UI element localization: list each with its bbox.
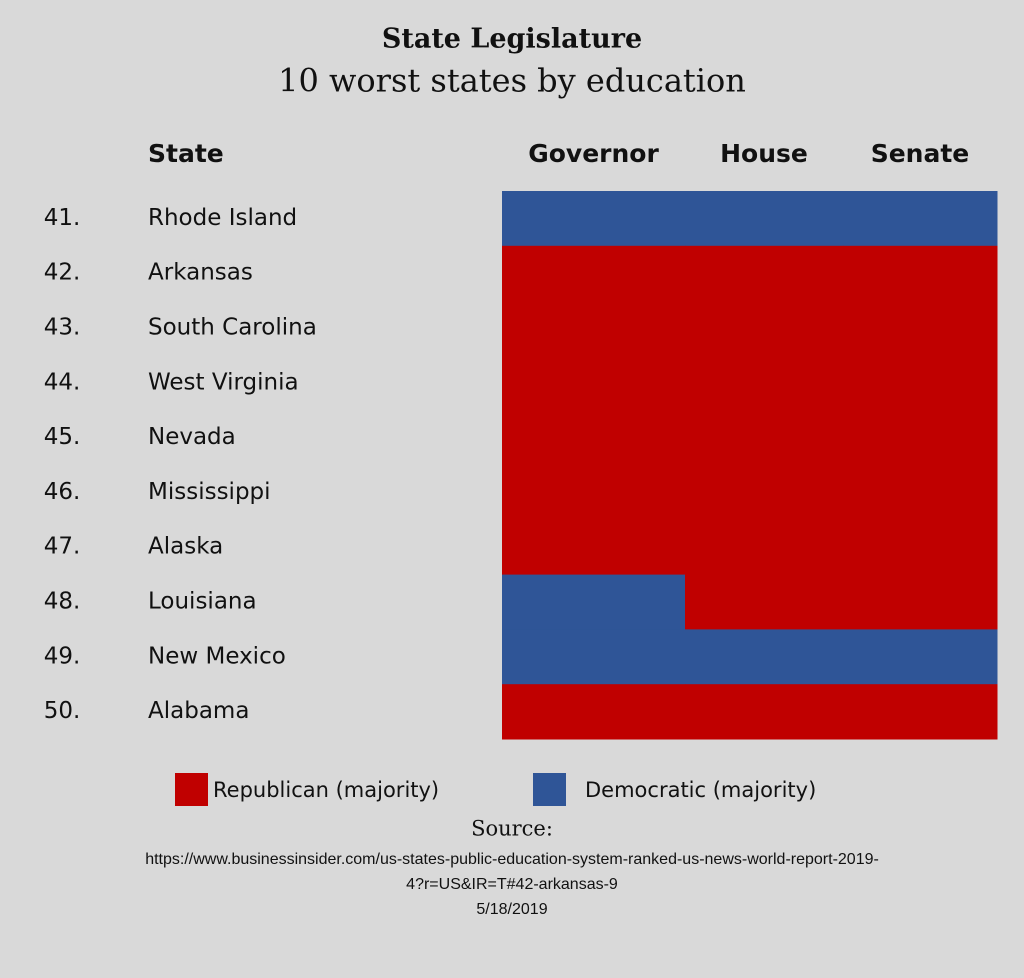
party-cell — [685, 629, 844, 685]
party-cell — [685, 574, 844, 630]
party-cell — [502, 629, 686, 685]
legend-swatch — [533, 773, 566, 806]
party-cell — [685, 300, 844, 356]
party-cell — [843, 465, 998, 521]
source-line: 5/18/2019 — [476, 901, 547, 918]
party-cell — [843, 191, 998, 247]
party-cell — [685, 465, 844, 521]
rank: 46. — [44, 479, 81, 505]
party-cell — [502, 300, 686, 356]
state-name: Rhode Island — [148, 205, 297, 231]
party-cell — [685, 410, 844, 466]
column-header: House — [720, 139, 808, 168]
rank: 43. — [44, 315, 81, 341]
party-cell — [685, 245, 844, 302]
party-cell — [843, 355, 998, 411]
rank: 41. — [44, 205, 81, 231]
state-name: Alaska — [148, 534, 223, 560]
source-label: Source: — [471, 817, 553, 841]
column-header: Governor — [528, 139, 659, 168]
party-cell — [843, 300, 998, 356]
rank: 42. — [44, 260, 81, 286]
column-header: State — [148, 139, 224, 168]
rank: 50. — [44, 698, 81, 724]
party-cell — [843, 519, 998, 576]
party-cell — [843, 410, 998, 466]
rank: 49. — [44, 643, 81, 669]
subtitle: 10 worst states by education — [278, 62, 746, 100]
state-name: New Mexico — [148, 643, 286, 669]
state-name: West Virginia — [148, 369, 299, 395]
rank: 44. — [44, 369, 81, 395]
party-cell — [502, 410, 686, 466]
party-cell — [502, 191, 686, 247]
party-cell — [502, 355, 686, 411]
party-cell — [685, 355, 844, 411]
party-cell — [502, 574, 686, 630]
party-cell — [502, 245, 686, 302]
party-cell — [843, 574, 998, 630]
party-cell — [843, 629, 998, 685]
party-cell — [502, 519, 686, 576]
party-cell — [685, 519, 844, 576]
state-name: South Carolina — [148, 315, 317, 341]
source-line: 4?r=US&IR=T#42-arkansas-9 — [406, 876, 618, 893]
legend-label: Republican (majority) — [213, 778, 439, 802]
party-cell — [685, 191, 844, 247]
party-cell — [843, 245, 998, 302]
party-cell — [502, 684, 686, 740]
state-name: Alabama — [148, 698, 249, 724]
state-name: Mississippi — [148, 479, 271, 505]
party-cell — [843, 684, 998, 740]
column-header: Senate — [871, 139, 970, 168]
rank: 45. — [44, 424, 81, 450]
party-cell — [502, 465, 686, 521]
source-line: https://www.businessinsider.com/us-state… — [145, 851, 879, 868]
title: State Legislature — [382, 24, 642, 55]
rank: 48. — [44, 589, 81, 615]
party-cell — [685, 684, 844, 740]
state-name: Louisiana — [148, 589, 257, 615]
state-name: Arkansas — [148, 260, 253, 286]
legend-label: Democratic (majority) — [585, 778, 816, 802]
state-name: Nevada — [148, 424, 236, 450]
rank: 47. — [44, 534, 81, 560]
legend-swatch — [175, 773, 208, 806]
